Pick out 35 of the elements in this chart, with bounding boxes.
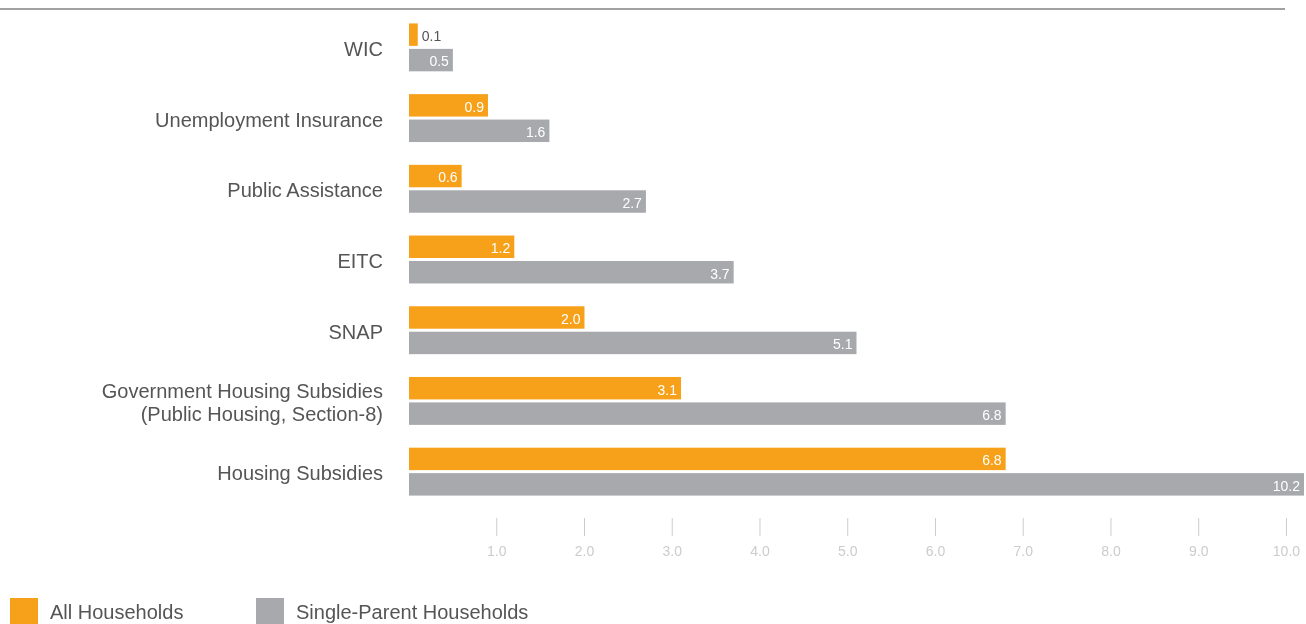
y-tick-label: Housing Subsidies [217, 462, 383, 485]
data-label: 5.1 [833, 336, 853, 353]
bar [409, 447, 1006, 471]
data-label: 1.2 [490, 240, 511, 257]
data-label: 3.1 [657, 381, 678, 398]
bar [409, 235, 515, 258]
legend-label: All Households [50, 601, 184, 623]
legend-label: Single-Parent Households [296, 601, 529, 623]
data-label: 6.8 [982, 452, 1002, 469]
y-tick-label: EITC [337, 250, 383, 272]
bar [409, 119, 550, 143]
data-label: 0.9 [464, 98, 485, 115]
y-tick-label: Unemployment Insurance [155, 108, 383, 131]
y-tick-label: SNAP [328, 320, 383, 343]
data-label: 0.5 [429, 53, 450, 70]
y-tick-label: Government Housing Subsidies (Public Housing, Section-8) [101, 380, 383, 426]
data-label: 2.0 [561, 310, 581, 327]
data-label: 2.7 [622, 194, 643, 211]
bar [409, 23, 418, 46]
bar [409, 190, 646, 213]
bar [409, 402, 1006, 425]
bar [409, 306, 585, 329]
bar [409, 376, 682, 400]
bar [409, 473, 1304, 496]
data-label: 6.8 [982, 407, 1002, 424]
data-label: 3.7 [710, 265, 730, 282]
data-label: 1.6 [525, 124, 546, 141]
bar [409, 261, 734, 284]
data-label: 0.1 [421, 28, 442, 45]
y-tick-label: WIC [344, 37, 383, 60]
bar [409, 331, 857, 355]
data-label: 0.6 [438, 169, 458, 186]
bar [409, 94, 488, 117]
y-tick-label: Public Assistance [227, 179, 383, 202]
data-label: 10.2 [1272, 477, 1301, 494]
